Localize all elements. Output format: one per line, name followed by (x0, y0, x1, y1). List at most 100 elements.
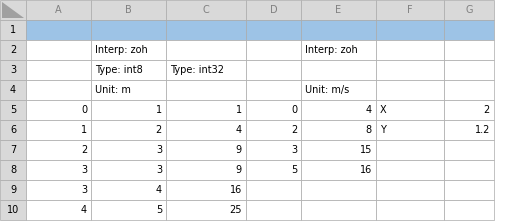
Text: E: E (336, 5, 342, 15)
Text: 8: 8 (366, 125, 372, 135)
Bar (166, 20, 246, 40)
Text: 15: 15 (360, 145, 372, 155)
Bar (444, 40, 494, 60)
Text: G: G (465, 5, 473, 15)
Bar (26, 200, 91, 220)
Bar (444, 140, 494, 160)
Bar (246, 60, 301, 80)
Text: 16: 16 (230, 185, 242, 195)
Bar (91, 140, 166, 160)
Text: Interp: zoh: Interp: zoh (305, 45, 358, 55)
Text: 2: 2 (484, 105, 490, 115)
Text: D: D (270, 5, 278, 15)
Bar (246, 200, 301, 220)
Bar (166, 140, 246, 160)
Bar (166, 80, 246, 100)
Bar (246, 40, 301, 60)
Bar (301, 160, 376, 180)
Text: 3: 3 (291, 145, 297, 155)
Bar (376, 180, 444, 200)
Text: 3: 3 (156, 165, 162, 175)
Bar (376, 40, 444, 60)
Bar (166, 180, 246, 200)
Bar (376, 140, 444, 160)
Text: F: F (407, 5, 413, 15)
Bar (376, 100, 444, 120)
Bar (0, 200, 26, 220)
Bar (166, 60, 246, 80)
Bar (246, 120, 301, 140)
Bar (301, 120, 376, 140)
Text: 1: 1 (10, 25, 16, 35)
Bar (0, 100, 26, 120)
Bar (376, 80, 444, 100)
Polygon shape (2, 2, 24, 18)
Text: 9: 9 (10, 185, 16, 195)
Text: 10: 10 (7, 205, 19, 215)
Bar (444, 100, 494, 120)
Text: 5: 5 (156, 205, 162, 215)
Bar (301, 60, 376, 80)
Text: 1: 1 (236, 105, 242, 115)
Bar (26, 140, 91, 160)
Bar (0, 40, 26, 60)
Bar (0, 120, 26, 140)
Text: 3: 3 (81, 165, 87, 175)
Bar (91, 0, 166, 20)
Bar (0, 160, 26, 180)
Bar (246, 140, 301, 160)
Bar (91, 60, 166, 80)
Text: B: B (125, 5, 132, 15)
Text: 0: 0 (81, 105, 87, 115)
Text: 7: 7 (10, 145, 16, 155)
Bar (26, 120, 91, 140)
Bar (0, 180, 26, 200)
Bar (444, 200, 494, 220)
Bar (91, 80, 166, 100)
Bar (0, 80, 26, 100)
Text: 0: 0 (291, 105, 297, 115)
Text: 3: 3 (156, 145, 162, 155)
Text: 5: 5 (291, 165, 297, 175)
Bar (301, 0, 376, 20)
Text: 2: 2 (156, 125, 162, 135)
Bar (246, 100, 301, 120)
Text: 2: 2 (81, 145, 87, 155)
Bar (0, 140, 26, 160)
Bar (26, 180, 91, 200)
Text: 8: 8 (10, 165, 16, 175)
Bar (444, 160, 494, 180)
Bar (444, 180, 494, 200)
Text: 2: 2 (10, 45, 16, 55)
Text: Interp: zoh: Interp: zoh (95, 45, 148, 55)
Bar (166, 200, 246, 220)
Text: 4: 4 (10, 85, 16, 95)
Text: 9: 9 (236, 165, 242, 175)
Text: 3: 3 (81, 185, 87, 195)
Bar (301, 140, 376, 160)
Bar (246, 180, 301, 200)
Bar (0, 20, 26, 40)
Bar (376, 160, 444, 180)
Bar (166, 120, 246, 140)
Bar (0, 0, 26, 20)
Text: 5: 5 (10, 105, 16, 115)
Text: X: X (380, 105, 387, 115)
Bar (246, 160, 301, 180)
Bar (26, 0, 91, 20)
Bar (246, 0, 301, 20)
Text: Type: int8: Type: int8 (95, 65, 143, 75)
Bar (444, 120, 494, 140)
Bar (91, 200, 166, 220)
Text: 1: 1 (81, 125, 87, 135)
Bar (91, 160, 166, 180)
Bar (376, 200, 444, 220)
Text: C: C (203, 5, 209, 15)
Bar (246, 80, 301, 100)
Bar (91, 120, 166, 140)
Text: Unit: m/s: Unit: m/s (305, 85, 349, 95)
Bar (376, 60, 444, 80)
Bar (444, 60, 494, 80)
Bar (91, 20, 166, 40)
Text: 1.2: 1.2 (474, 125, 490, 135)
